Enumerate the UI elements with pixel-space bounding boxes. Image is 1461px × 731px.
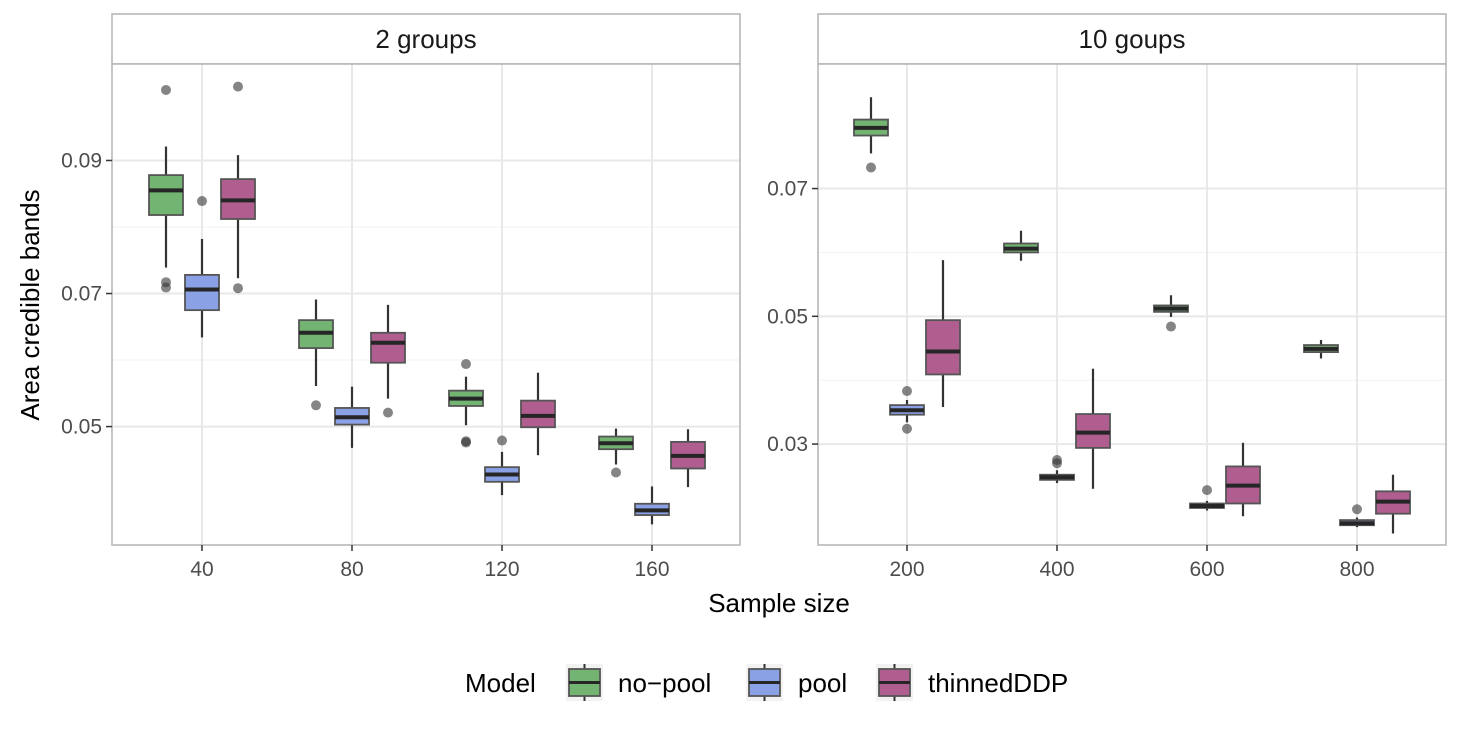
outlier-point bbox=[866, 162, 876, 173]
legend-label: thinnedDDP bbox=[928, 668, 1068, 698]
x-tick-label: 160 bbox=[634, 558, 669, 581]
y-tick-label: 0.09 bbox=[61, 149, 102, 172]
box-nopool bbox=[1153, 295, 1189, 332]
legend: Model no−pool pool thinnedDDP bbox=[465, 664, 1068, 701]
box-iqr bbox=[184, 273, 220, 312]
x-tick-label: 800 bbox=[1339, 558, 1374, 581]
x-tick-label: 200 bbox=[889, 558, 924, 581]
boxes bbox=[148, 81, 706, 525]
box-nopool bbox=[1003, 230, 1039, 261]
panel-2-groups: 2 groups 0.05 0.07 0.09 40 80 120 160 bbox=[61, 13, 741, 581]
outlier-point bbox=[1352, 504, 1362, 515]
box-nopool bbox=[298, 299, 334, 411]
outlier-point bbox=[161, 84, 171, 95]
box-pool bbox=[634, 486, 670, 525]
box-nopool bbox=[1303, 339, 1339, 359]
panel-title: 10 goups bbox=[1079, 24, 1186, 54]
outlier-point bbox=[383, 407, 393, 418]
x-tick-label: 40 bbox=[190, 558, 213, 581]
y-tick-label: 0.05 bbox=[767, 305, 808, 328]
outlier-point bbox=[233, 283, 243, 294]
box-thinnedddp bbox=[925, 260, 961, 408]
box-nopool bbox=[598, 428, 634, 478]
outlier-point bbox=[461, 437, 471, 448]
box-pool bbox=[1189, 485, 1225, 511]
legend-entry: no−pool bbox=[566, 664, 711, 701]
box-nopool bbox=[448, 359, 484, 448]
outlier-point bbox=[902, 423, 912, 434]
panel-border bbox=[817, 63, 1447, 546]
outlier-point bbox=[902, 386, 912, 397]
y-axis-title: Area credible bands bbox=[15, 189, 45, 420]
legend-title: Model bbox=[465, 668, 536, 698]
outlier-point bbox=[611, 467, 621, 478]
x-axis-title: Sample size bbox=[708, 588, 850, 618]
outlier-point bbox=[497, 435, 507, 446]
panel-10-goups: 10 goups 0.03 0.05 0.07 200 400 600 800 bbox=[767, 13, 1447, 581]
box-nopool bbox=[148, 84, 184, 293]
outlier-point bbox=[311, 400, 321, 411]
box-iqr bbox=[370, 331, 406, 364]
x-tick-label: 400 bbox=[1039, 558, 1074, 581]
box-thinnedddp bbox=[370, 304, 406, 418]
box-pool bbox=[184, 196, 220, 338]
box-pool bbox=[334, 386, 370, 448]
legend-entry: pool bbox=[746, 664, 847, 701]
outlier-point bbox=[1052, 458, 1062, 469]
outlier-point bbox=[233, 81, 243, 92]
outlier-point bbox=[1166, 321, 1176, 332]
outlier-point bbox=[161, 282, 171, 293]
legend-label: no−pool bbox=[618, 668, 711, 698]
outlier-point bbox=[197, 196, 207, 207]
box-thinnedddp bbox=[670, 429, 706, 488]
legend-label: pool bbox=[798, 668, 847, 698]
y-tick-label: 0.03 bbox=[767, 433, 808, 456]
x-tick-label: 80 bbox=[340, 558, 363, 581]
axis-ticks: 0.03 0.05 0.07 200 400 600 800 bbox=[767, 178, 1374, 581]
x-tick-label: 600 bbox=[1189, 558, 1224, 581]
outlier-point bbox=[1202, 485, 1212, 496]
x-tick-label: 120 bbox=[484, 558, 519, 581]
boxes bbox=[853, 97, 1411, 534]
grid bbox=[818, 64, 1446, 545]
box-thinnedddp bbox=[520, 372, 556, 456]
legend-entries: no−pool pool thinnedDDP bbox=[566, 664, 1068, 701]
legend-entry: thinnedDDP bbox=[876, 664, 1068, 701]
outlier-point bbox=[461, 359, 471, 370]
box-iqr bbox=[148, 174, 184, 216]
panel-plot-area bbox=[818, 64, 1446, 545]
y-tick-label: 0.07 bbox=[767, 178, 808, 201]
panel-title: 2 groups bbox=[375, 24, 476, 54]
box-iqr bbox=[925, 319, 961, 376]
box-pool bbox=[1339, 504, 1375, 528]
y-tick-label: 0.05 bbox=[61, 416, 102, 439]
box-thinnedddp bbox=[220, 81, 256, 294]
box-pool bbox=[1039, 455, 1075, 484]
axis-ticks: 0.05 0.07 0.09 40 80 120 160 bbox=[61, 149, 669, 581]
box-thinnedddp bbox=[1075, 368, 1111, 489]
panel-strip bbox=[111, 13, 741, 65]
panel-border bbox=[111, 63, 741, 546]
box-nopool bbox=[853, 97, 889, 173]
box-thinnedddp bbox=[1375, 474, 1411, 534]
box-pool bbox=[889, 386, 925, 434]
box-thinnedddp bbox=[1225, 442, 1261, 517]
box-pool bbox=[484, 435, 520, 496]
y-tick-label: 0.07 bbox=[61, 283, 102, 306]
